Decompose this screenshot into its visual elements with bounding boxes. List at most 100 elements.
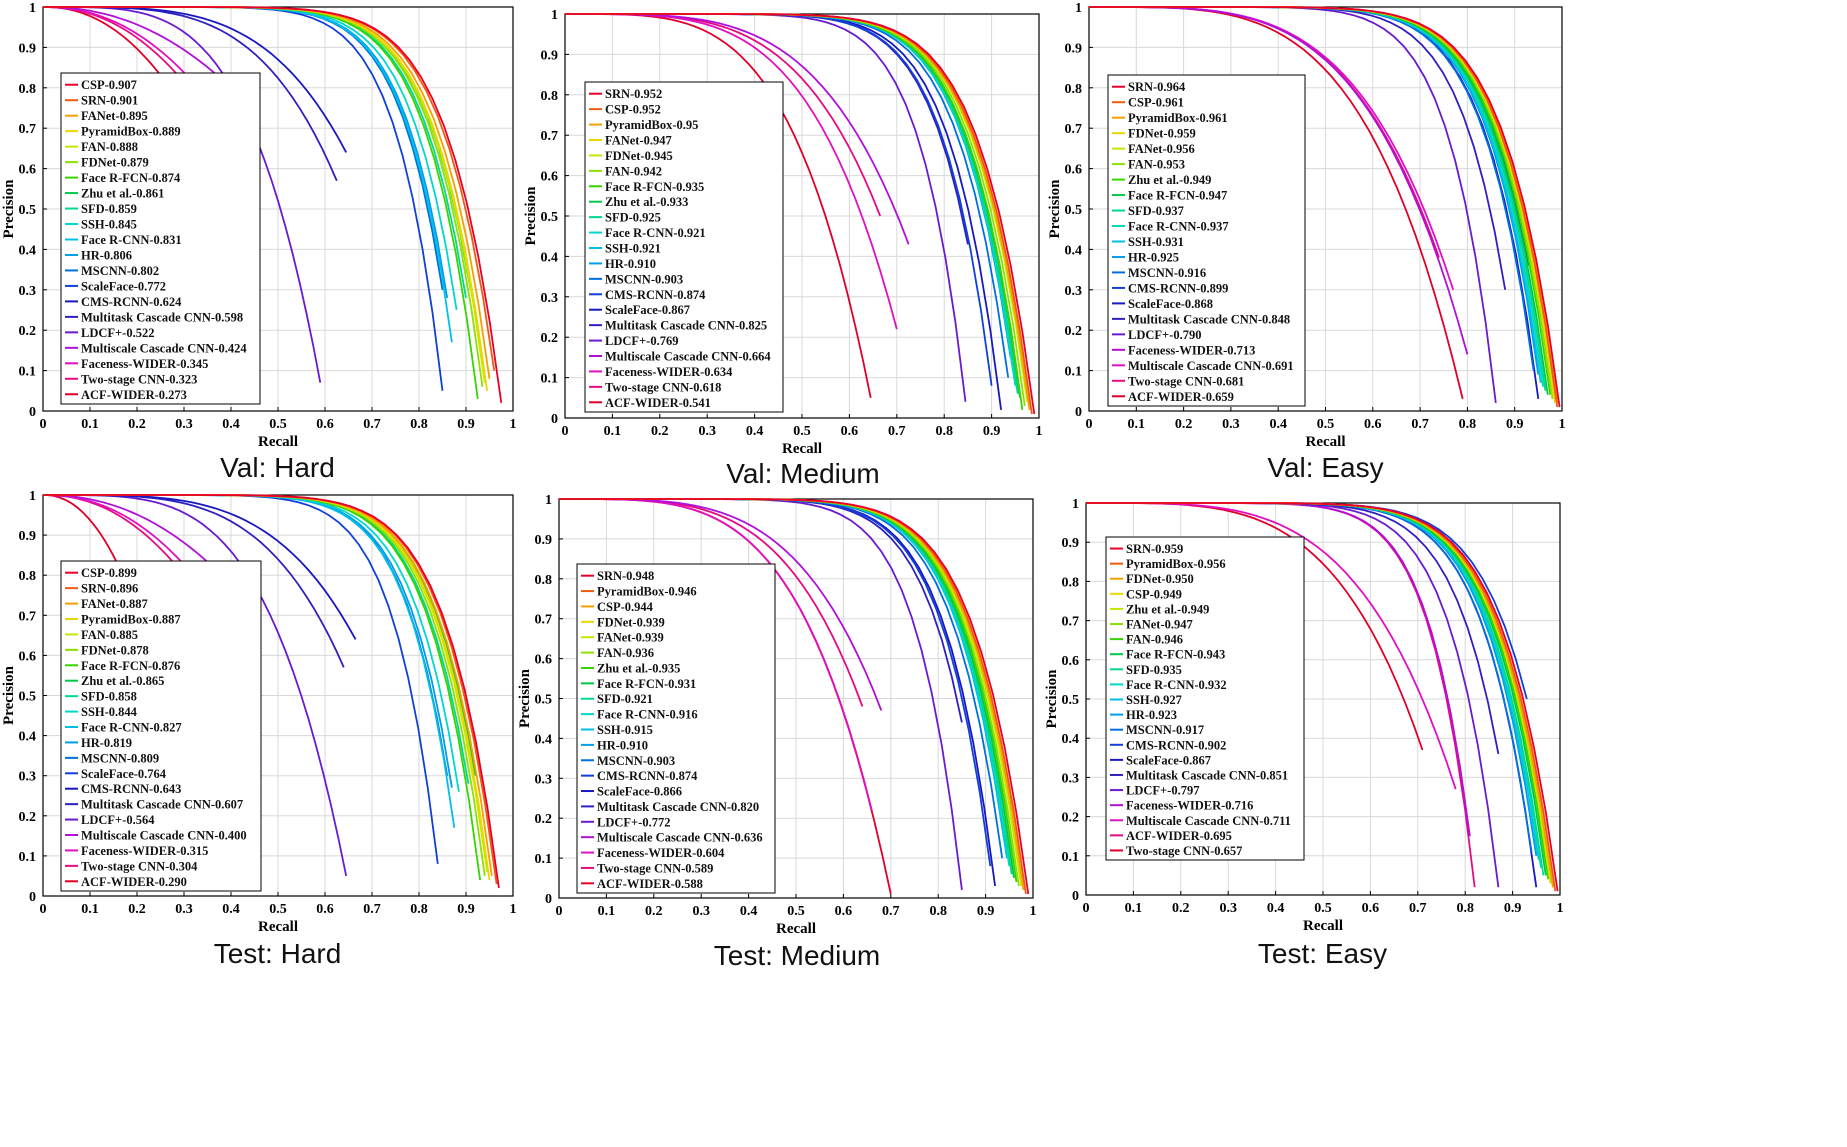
y-tick-label: 0.4 [19, 243, 37, 258]
y-tick-label: 0.8 [19, 569, 37, 584]
y-tick-label: 0.4 [1062, 732, 1080, 747]
legend-label: ACF-WIDER-0.273 [81, 388, 187, 402]
x-tick-label: 0.4 [222, 902, 240, 917]
y-tick-label: 0.6 [1062, 654, 1080, 669]
x-tick-label: 0.3 [1219, 901, 1237, 916]
legend-label: SRN-0.901 [81, 94, 138, 108]
y-tick-label: 0.7 [19, 609, 37, 624]
y-tick-label: 0.3 [19, 284, 37, 299]
x-tick-label: 0.5 [269, 417, 287, 432]
x-tick-label: 0.2 [651, 424, 669, 439]
y-tick-label: 0.2 [19, 810, 37, 825]
y-tick-label: 0.4 [19, 730, 37, 745]
x-tick-label: 0.8 [1456, 901, 1474, 916]
y-tick-label: 0.1 [1062, 850, 1080, 865]
legend-label: Multitask Cascade CNN-0.598 [81, 310, 243, 324]
legend-label: FDNet-0.879 [81, 156, 149, 170]
x-axis-label: Recall [782, 441, 822, 457]
legend-label: FANet-0.887 [81, 597, 148, 611]
legend-label: SSH-0.844 [81, 705, 138, 719]
legend-label: LDCF+-0.564 [81, 813, 155, 827]
legend-box [576, 563, 776, 894]
x-tick-label: 0.7 [888, 424, 906, 439]
y-tick-label: 1 [545, 493, 552, 508]
x-tick-label: 0.2 [645, 904, 663, 919]
legend-label: MSCNN-0.903 [605, 272, 683, 286]
legend-label: Face R-CNN-0.932 [1126, 678, 1227, 692]
x-tick-label: 0.4 [222, 417, 240, 432]
legend-label: FANet-0.939 [597, 631, 664, 645]
x-tick-label: 0.8 [1459, 417, 1477, 432]
x-tick-label: 1 [1030, 904, 1037, 919]
legend-label: Face R-FCN-0.874 [81, 171, 181, 185]
chart-panel-val-hard: 0 0.1 0.2 0.3 0.4 0.5 0.6 0.7 0.8 0.9 1 0 0.1 0.2 0.3 0… [0, 0, 615, 1147]
x-tick-label: 0 [562, 424, 569, 439]
legend-label: Faceness-WIDER-0.345 [81, 357, 208, 371]
legend-label: CSP-0.961 [1128, 96, 1184, 110]
x-tick-label: 0.1 [598, 904, 616, 919]
y-tick-label: 1 [551, 8, 558, 23]
legend-label: Face R-FCN-0.943 [1126, 648, 1225, 662]
y-tick-label: 0.9 [1062, 536, 1080, 551]
x-tick-label: 0.7 [363, 902, 381, 917]
legend-label: Zhu et al.-0.865 [81, 674, 164, 688]
chart-caption: Test: Easy [1257, 938, 1388, 969]
x-tick-label: 1 [510, 902, 517, 917]
legend-label: PyramidBox-0.889 [81, 125, 181, 139]
y-axis-label: Precision [517, 668, 533, 728]
legend-label: MSCNN-0.809 [81, 751, 159, 765]
y-tick-label: 0.4 [541, 250, 559, 265]
y-tick-label: 0.5 [1065, 203, 1083, 218]
x-tick-label: 0.5 [269, 902, 287, 917]
x-tick-label: 0.2 [1172, 901, 1190, 916]
legend-label: Zhu et al.-0.933 [605, 195, 688, 209]
x-tick-label: 0.6 [316, 417, 334, 432]
legend-label: SRN-0.959 [1126, 542, 1183, 556]
series-line [43, 494, 223, 576]
legend-label: Multitask Cascade CNN-0.825 [605, 319, 767, 333]
x-tick-label: 0.9 [457, 417, 475, 432]
legend-label: Multitask Cascade CNN-0.848 [1128, 312, 1290, 326]
legend-label: CSP-0.899 [81, 566, 137, 580]
y-tick-label: 0.8 [535, 573, 553, 588]
legend-label: MSCNN-0.916 [1128, 266, 1206, 280]
y-tick-label: 0 [1072, 889, 1079, 904]
legend-label: HR-0.910 [605, 257, 656, 271]
legend-label: SRN-0.896 [81, 582, 138, 596]
x-tick-label: 0.5 [793, 424, 811, 439]
legend-label: ACF-WIDER-0.659 [1128, 390, 1234, 404]
y-tick-label: 0.9 [19, 529, 37, 544]
chart-svg: 0 0.1 0.2 0.3 0.4 0.5 0.6 0.7 0.8 0.9 1 0 0.1 0.2 0.3 0… [523, 8, 1043, 457]
legend-label: CSP-0.952 [605, 103, 661, 117]
legend-label: LDCF+-0.772 [597, 815, 670, 829]
legend-label: Face R-CNN-0.937 [1128, 220, 1229, 234]
x-tick-label: 0.5 [1317, 417, 1335, 432]
legend-label: ACF-WIDER-0.588 [597, 877, 703, 891]
series-group [42, 494, 500, 889]
series-group [565, 13, 1036, 415]
legend-label: MSCNN-0.917 [1126, 723, 1204, 737]
legend-label: FDNet-0.945 [605, 149, 673, 163]
legend-label: FAN-0.888 [81, 140, 138, 154]
x-tick-label: 0.4 [1267, 901, 1285, 916]
legend-label: ScaleFace-0.867 [605, 303, 690, 317]
chart-svg: 0 0.1 0.2 0.3 0.4 0.5 0.6 0.7 0.8 0.9 1 0 0.1 0.2 0.3 0… [1, 1, 517, 450]
y-tick-label: 0.3 [1062, 771, 1080, 786]
legend-label: FDNet-0.950 [1126, 572, 1194, 586]
legend: SRN-0.948 PyramidBox-0.946CSP-0.944FDNet-… [576, 563, 776, 894]
legend-label: CSP-0.944 [597, 600, 654, 614]
legend-label: Face R-CNN-0.916 [597, 708, 698, 722]
x-tick-label: 1 [510, 417, 517, 432]
x-tick-label: 0 [556, 904, 563, 919]
legend-label: SSH-0.921 [605, 242, 661, 256]
legend-label: CMS-RCNN-0.874 [605, 288, 706, 302]
series-group [1089, 6, 1561, 408]
y-tick-label: 1 [29, 1, 36, 16]
legend-label: SSH-0.927 [1126, 693, 1182, 707]
legend-box [584, 81, 784, 413]
x-tick-label: 0.3 [698, 424, 716, 439]
legend-box [60, 560, 262, 892]
